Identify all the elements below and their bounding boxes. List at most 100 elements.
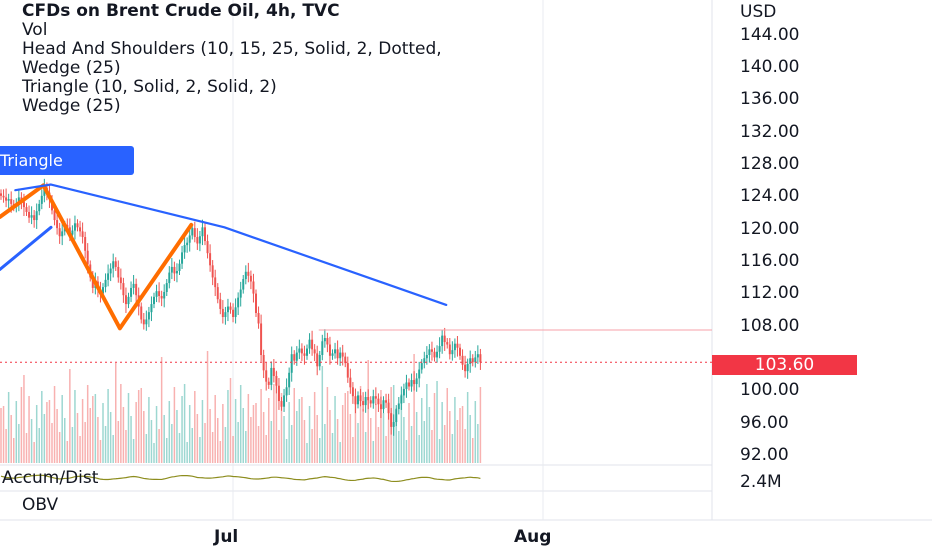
- candle-body: [10, 199, 13, 204]
- candle-body: [392, 422, 395, 427]
- candle-body: [331, 353, 334, 356]
- volume-bar: [48, 400, 51, 463]
- accum-dist-series: [0, 474, 481, 483]
- volume-bar: [92, 396, 94, 463]
- volume-bar: [132, 439, 135, 463]
- candle-body: [397, 403, 400, 410]
- candle-body: [140, 306, 143, 320]
- candle-body: [280, 401, 283, 407]
- volume-bar: [364, 432, 367, 463]
- candle-body: [252, 281, 255, 294]
- volume-bar: [53, 386, 56, 463]
- volume-bar: [61, 395, 63, 463]
- chart-legend: CFDs on Brent Crude Oil, 4h, TVC Vol Hea…: [22, 2, 442, 116]
- volume-bar: [163, 415, 165, 463]
- volume-bar: [35, 405, 38, 463]
- legend-head-shoulders[interactable]: Head And Shoulders (10, 15, 25, Solid, 2…: [22, 39, 442, 59]
- candle-body: [219, 299, 222, 309]
- volume-bar: [214, 395, 216, 463]
- legend-wedge-1[interactable]: Wedge (25): [22, 58, 121, 78]
- volume-bar: [145, 434, 148, 463]
- candle-body: [369, 400, 372, 404]
- price-tick-label: 132.00: [740, 121, 800, 142]
- candle-body: [443, 335, 446, 343]
- candle-body: [175, 270, 178, 274]
- volume-bar: [336, 419, 339, 463]
- volume-bar: [255, 403, 257, 463]
- volume-bar: [94, 394, 97, 463]
- volume-bar: [268, 398, 270, 463]
- volume-bar: [257, 426, 260, 463]
- volume-bar: [456, 420, 459, 463]
- candle-body: [341, 352, 344, 357]
- volume-bar: [140, 388, 142, 463]
- candle-body: [461, 355, 464, 365]
- candle-body: [420, 363, 423, 370]
- volume-bar: [319, 438, 321, 463]
- legend-triangle[interactable]: Triangle (10, Solid, 2, Solid, 2): [22, 77, 277, 97]
- candle-body: [117, 266, 120, 278]
- legend-wedge-2[interactable]: Wedge (25): [22, 96, 121, 116]
- volume-bar: [382, 413, 385, 463]
- volume-bar: [459, 408, 461, 463]
- candle-body: [385, 400, 388, 403]
- volume-bar: [313, 392, 316, 463]
- price-tick-label: 92.00: [740, 445, 789, 465]
- legend-volume[interactable]: Vol: [22, 20, 48, 40]
- volume-bar: [454, 397, 456, 463]
- volume-bar: [283, 416, 285, 463]
- candle-body: [379, 404, 382, 410]
- volume-bar: [46, 402, 48, 463]
- candle-body: [441, 335, 444, 347]
- candle-body: [476, 354, 479, 358]
- candle-body: [290, 354, 293, 373]
- volume-bar: [245, 431, 247, 463]
- volume-bar: [51, 423, 53, 463]
- volume-bar: [367, 360, 369, 463]
- volume-bar: [43, 414, 46, 463]
- volume-bar: [194, 391, 196, 463]
- candle-body: [415, 378, 418, 385]
- candle-body: [405, 382, 408, 389]
- candle-body: [153, 296, 155, 305]
- volume-bar: [71, 427, 74, 463]
- volume-bar: [38, 428, 40, 463]
- candle-body: [61, 231, 64, 237]
- accum-dist-label[interactable]: Accum/Dist: [2, 468, 99, 488]
- volume-bar: [405, 440, 408, 463]
- candle-body: [7, 199, 10, 201]
- volume-bar: [451, 434, 454, 463]
- candle-body: [448, 344, 451, 355]
- candle-body: [267, 381, 270, 385]
- candle-body: [288, 372, 291, 388]
- volume-bar: [441, 402, 443, 463]
- volume-bar: [329, 410, 331, 463]
- candle-body: [239, 289, 242, 298]
- volume-bar: [239, 385, 242, 463]
- legend-title[interactable]: CFDs on Brent Crude Oil, 4h, TVC: [22, 1, 340, 21]
- volume-bar: [206, 351, 209, 463]
- price-tick-label: 112.00: [740, 283, 800, 304]
- volume-bar: [99, 440, 102, 463]
- volume-bar: [464, 429, 466, 463]
- obv-label[interactable]: OBV: [22, 495, 59, 515]
- candle-body: [114, 261, 117, 267]
- volume-bar: [423, 421, 426, 463]
- candle-body: [451, 350, 454, 355]
- candle-body: [79, 227, 82, 232]
- candle-body: [364, 397, 367, 406]
- volume-bar: [15, 401, 18, 463]
- volume-bar: [262, 412, 265, 463]
- candle-body: [479, 354, 482, 363]
- volume-bar: [196, 414, 199, 463]
- volume-bar: [160, 357, 163, 463]
- volume-bar: [89, 408, 91, 463]
- price-tick-label: 140.00: [740, 57, 800, 78]
- volume-bar: [178, 433, 181, 463]
- candle-body: [275, 376, 278, 386]
- candle-body: [349, 377, 352, 388]
- candle-body: [277, 385, 280, 402]
- triangle-pattern-label[interactable]: Triangle: [0, 146, 134, 175]
